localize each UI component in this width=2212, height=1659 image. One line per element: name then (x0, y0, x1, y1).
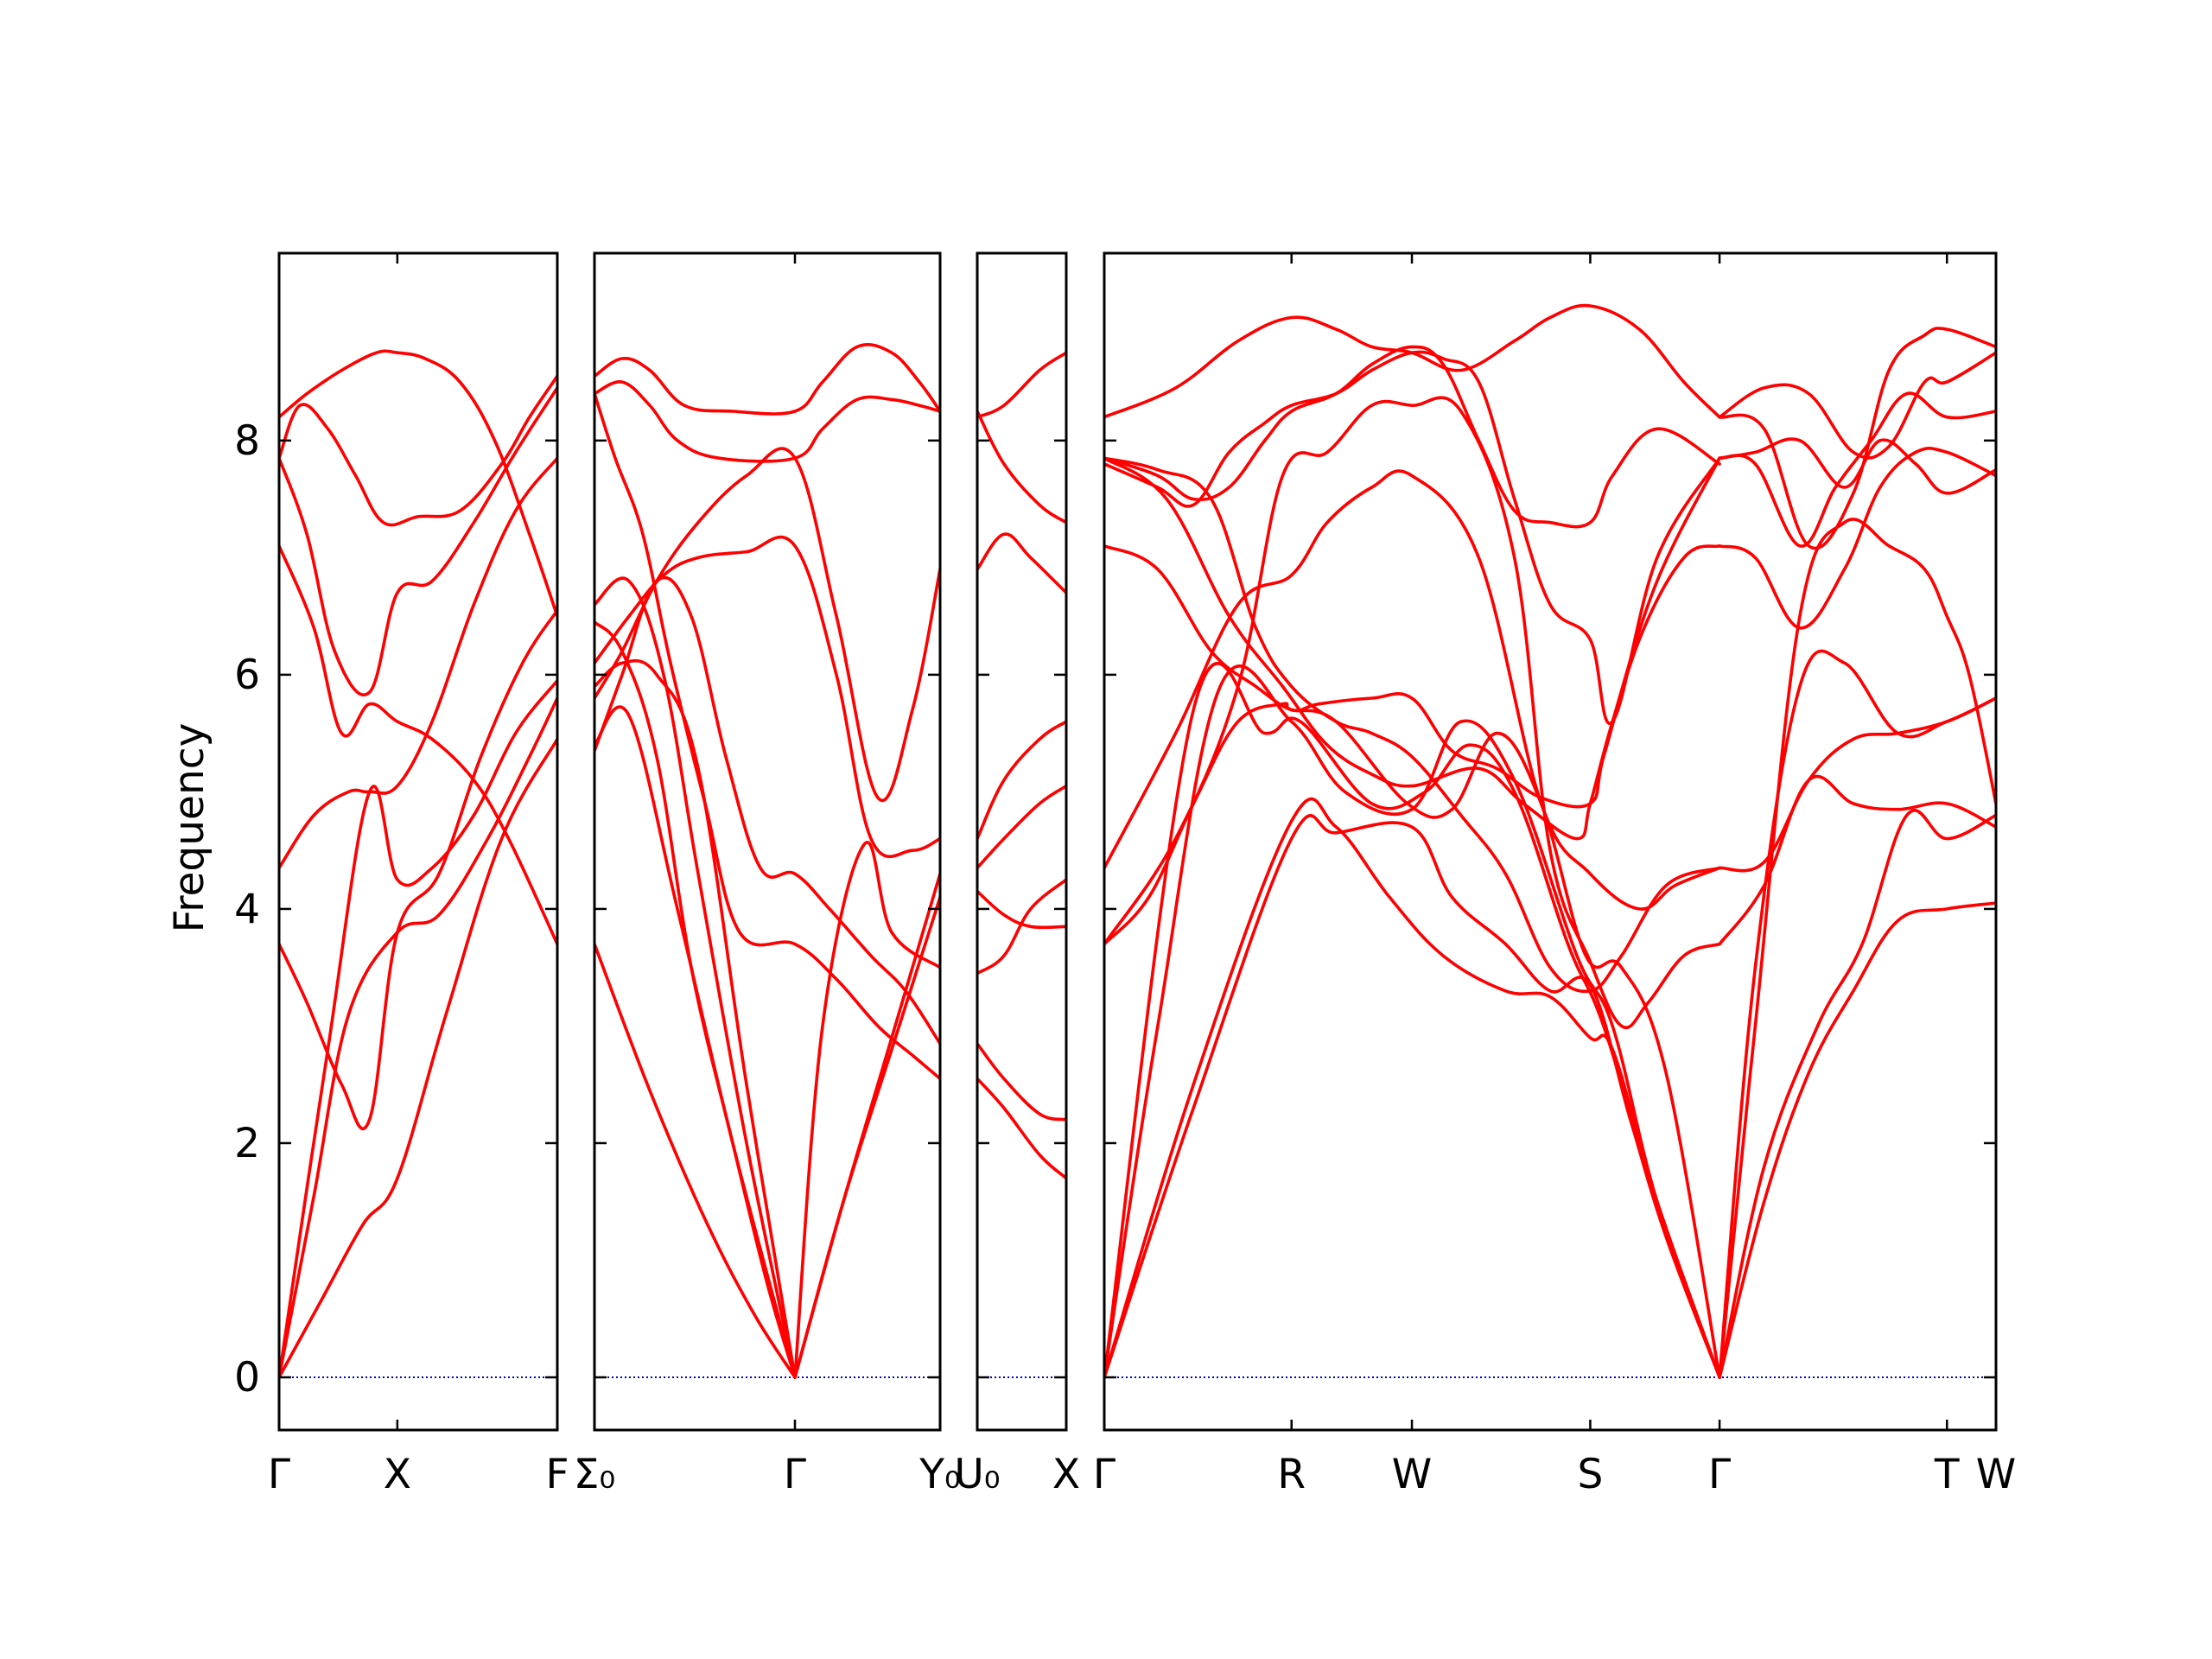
band-line (279, 349, 557, 618)
band-line (1718, 351, 1996, 460)
band-line (594, 942, 797, 1379)
panel-frame (976, 251, 1068, 1432)
panel-2: Σ₀ Γ Y₀ (574, 251, 961, 1498)
band-line (594, 343, 940, 416)
band-line (977, 532, 1066, 594)
x-tick-label: F (545, 1451, 569, 1498)
x-tick-label: X (384, 1451, 411, 1498)
band-line (1718, 447, 1996, 630)
band-line (1718, 774, 1996, 946)
x-tick-label: Γ (268, 1451, 290, 1498)
band-line (594, 620, 797, 1379)
x-tick-label: Γ (1093, 1451, 1116, 1498)
band-line (977, 351, 1066, 419)
x-tick-label: Γ (1708, 1451, 1731, 1498)
band-line (594, 576, 797, 1379)
band-series-group (977, 351, 1066, 1180)
band-line (1104, 303, 1721, 419)
x-tick-label: X (1052, 1451, 1080, 1498)
x-tick-label: W (1392, 1451, 1432, 1498)
panel-frame (1103, 251, 1998, 1432)
band-line (1718, 809, 1996, 1379)
panel-3: U₀ X (954, 251, 1080, 1498)
band-line (1718, 901, 1996, 1379)
band-line (279, 456, 557, 870)
y-tick-label: 8 (234, 417, 260, 465)
band-line (977, 878, 1066, 976)
band-line (1104, 350, 1721, 726)
x-tick-label: R (1277, 1451, 1306, 1498)
band-line (1718, 391, 1996, 548)
x-tick-label: S (1578, 1451, 1604, 1498)
band-line (977, 889, 1066, 930)
band-line (1104, 396, 1721, 1030)
band-line (594, 535, 940, 858)
band-line (977, 1042, 1066, 1122)
y-axis-label: Frequency (166, 723, 213, 933)
x-tick-label: Γ (784, 1451, 806, 1498)
y-tick-label: 4 (234, 886, 260, 933)
band-line (1718, 649, 1996, 1379)
band-line (594, 391, 940, 1081)
panel-1: Γ X F 0 2 4 6 8 (234, 251, 569, 1498)
y-tick-label: 2 (234, 1120, 260, 1167)
x-tick-label: W (1976, 1451, 2016, 1498)
band-line (1104, 797, 1721, 1379)
band-series-group (279, 349, 557, 1379)
band-line (594, 380, 940, 463)
band-line (1718, 327, 1996, 550)
panel-frame (593, 251, 942, 1432)
x-tick-label: Σ₀ (574, 1451, 616, 1498)
y-tick-label: 0 (234, 1354, 260, 1402)
x-tick-label: Y₀ (918, 1451, 961, 1498)
panel-frame (277, 251, 559, 1432)
band-line (1104, 814, 1721, 1379)
x-tick-label: T (1934, 1451, 1960, 1498)
band-line (793, 841, 940, 1379)
y-tick-label: 6 (234, 652, 260, 699)
band-series-group (594, 343, 940, 1379)
band-line (1104, 456, 1721, 994)
band-series-group (1104, 303, 1996, 1379)
band-line (1104, 469, 1721, 911)
band-line (1104, 702, 1721, 1379)
band-line (977, 410, 1066, 524)
band-line (977, 1077, 1066, 1180)
band-line (977, 720, 1066, 841)
band-line (279, 737, 557, 1379)
band-line (1104, 345, 1721, 529)
x-tick-label: U₀ (954, 1451, 1000, 1498)
band-line (279, 608, 557, 1130)
band-line (793, 895, 940, 1379)
band-line (1104, 664, 1721, 1379)
band-line (279, 374, 557, 527)
band-line (279, 386, 557, 696)
band-line (279, 544, 557, 946)
band-line (279, 678, 557, 1379)
band-line (1718, 696, 1996, 873)
band-line (977, 784, 1066, 870)
